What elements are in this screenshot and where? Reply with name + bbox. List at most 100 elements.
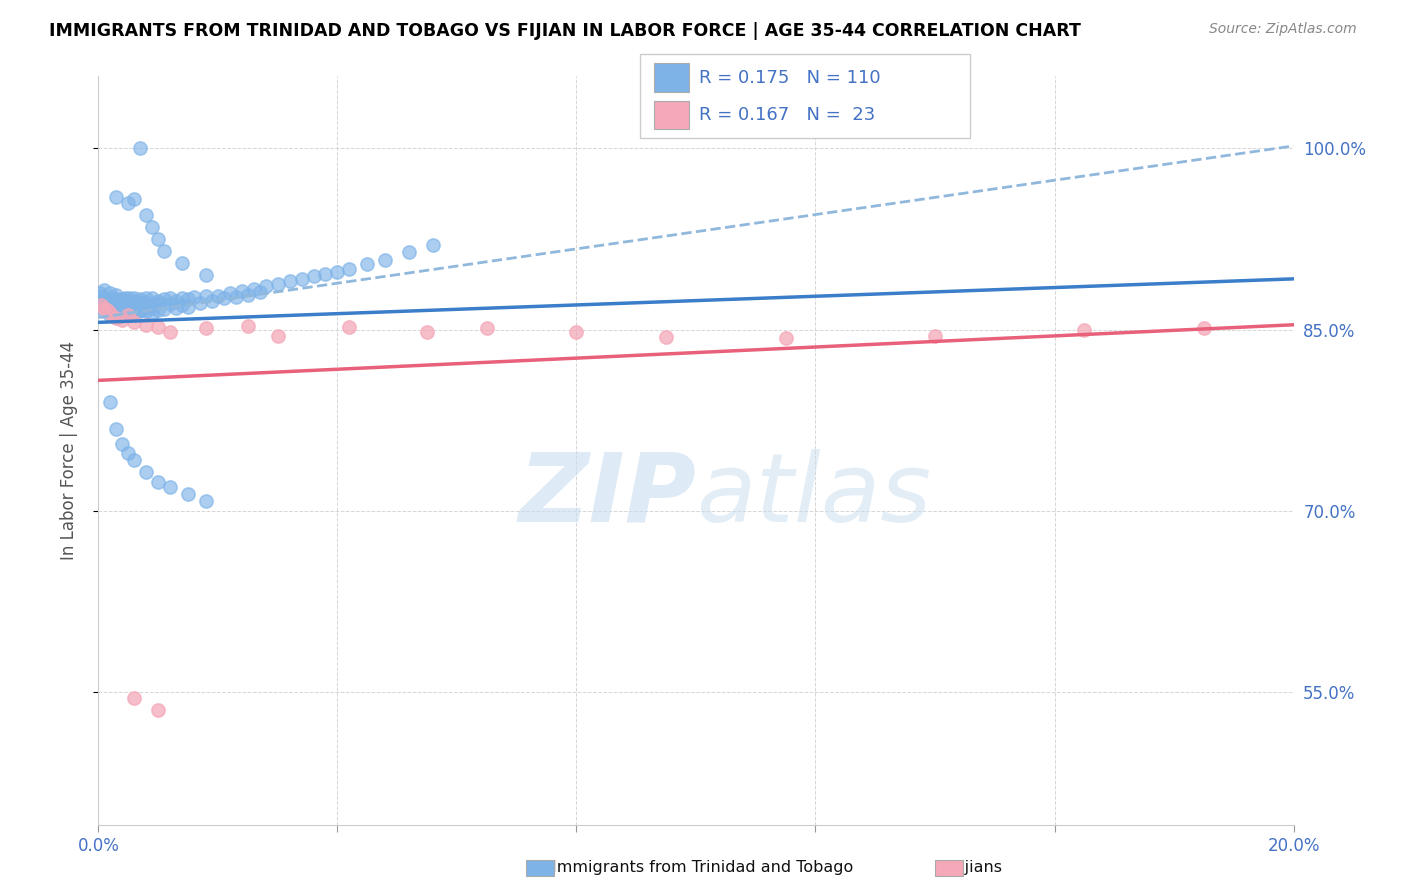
Point [117, 301, 139, 315]
Point [422, 238, 444, 252]
Point [120, 298, 142, 312]
Point [105, 298, 128, 312]
Point [225, 290, 247, 304]
Point [278, 274, 301, 288]
Point [118, 291, 141, 305]
Point [108, 293, 131, 308]
Point [107, 296, 129, 310]
Point [129, 301, 152, 315]
Point [98, 306, 122, 320]
Point [135, 291, 157, 305]
Point [117, 308, 139, 322]
Point [153, 293, 176, 307]
Point [104, 303, 127, 318]
Point [291, 272, 314, 286]
Point [159, 291, 181, 305]
Point [374, 252, 396, 267]
Point [398, 245, 420, 260]
Point [267, 277, 290, 291]
Point [127, 304, 149, 318]
Point [124, 301, 146, 315]
Point [254, 279, 277, 293]
Point [159, 297, 181, 311]
Text: Fijians: Fijians [952, 860, 1002, 874]
Point [177, 487, 200, 501]
Point [111, 308, 134, 322]
Text: R = 0.167   N =  23: R = 0.167 N = 23 [699, 106, 875, 124]
Point [924, 328, 946, 343]
Point [111, 437, 134, 451]
Text: R = 0.175   N = 110: R = 0.175 N = 110 [699, 69, 880, 87]
Point [172, 256, 194, 270]
Point [177, 300, 200, 314]
Point [117, 446, 139, 460]
Point [96, 294, 118, 309]
Point [105, 293, 128, 307]
Point [243, 281, 266, 295]
Point [153, 244, 176, 258]
Point [124, 296, 146, 310]
Point [117, 308, 139, 322]
Point [93, 283, 115, 297]
Point [98, 297, 121, 311]
Point [135, 304, 157, 318]
Point [100, 291, 122, 305]
Point [112, 298, 135, 312]
Point [136, 296, 159, 310]
Point [129, 141, 152, 155]
Point [655, 330, 678, 344]
Text: Source: ZipAtlas.com: Source: ZipAtlas.com [1209, 22, 1357, 37]
Point [356, 257, 378, 271]
Point [90, 298, 112, 312]
Point [236, 318, 259, 333]
Point [129, 304, 152, 318]
Point [195, 289, 218, 303]
Point [128, 296, 150, 310]
Point [98, 293, 122, 307]
Point [111, 313, 134, 327]
Point [98, 286, 122, 301]
Point [339, 262, 361, 277]
Point [115, 306, 138, 320]
Point [115, 296, 138, 310]
Point [91, 296, 114, 310]
Point [153, 301, 176, 316]
Point [302, 269, 325, 284]
Point [110, 303, 132, 318]
Point [135, 300, 157, 314]
Point [117, 195, 139, 210]
Point [124, 306, 146, 320]
Point [188, 296, 211, 310]
Point [129, 297, 152, 311]
Point [111, 296, 134, 310]
Point [212, 291, 235, 305]
Point [201, 293, 224, 308]
Text: atlas: atlas [696, 449, 931, 542]
Point [177, 293, 200, 307]
Text: ZIP: ZIP [517, 449, 696, 542]
Point [141, 291, 163, 305]
Point [131, 301, 153, 316]
Point [124, 291, 146, 305]
Point [231, 284, 253, 298]
Point [105, 287, 128, 301]
Point [105, 189, 128, 203]
Point [129, 293, 152, 307]
Point [172, 298, 194, 312]
Point [165, 293, 187, 308]
Point [148, 475, 170, 489]
Point [97, 300, 120, 314]
Point [111, 293, 134, 307]
Point [207, 289, 229, 303]
Point [148, 293, 170, 308]
Point [195, 321, 218, 335]
Point [124, 192, 146, 206]
Point [416, 325, 439, 339]
Point [93, 304, 115, 318]
Point [141, 301, 163, 315]
Point [93, 301, 115, 315]
Point [219, 286, 242, 301]
Point [117, 293, 139, 308]
Point [195, 494, 218, 508]
Point [141, 307, 163, 321]
